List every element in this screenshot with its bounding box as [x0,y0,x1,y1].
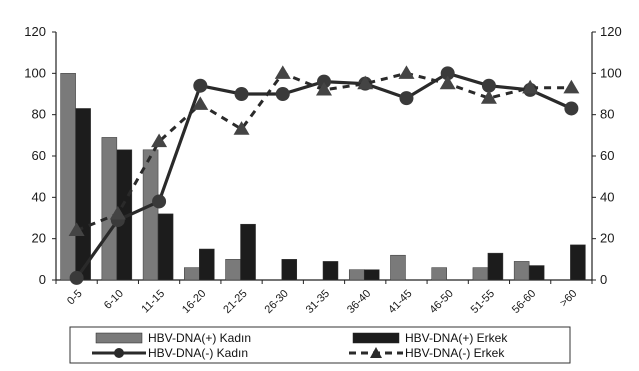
bar-erkek-positive [281,259,298,281]
triangle-marker [398,65,415,79]
bar-erkek-positive [157,213,174,281]
bar-kadin-positive [60,73,76,281]
triangle-marker [316,81,332,96]
circle-marker [69,270,84,285]
bar-kadin-positive [101,137,118,281]
circle-marker [234,87,249,101]
legend-box [69,326,571,364]
x-tick-label: 0-5 [65,288,85,308]
circle-marker [193,78,208,93]
bar-erkek-positive [75,108,91,281]
bar-kadin-positive [225,259,241,281]
circle-marker [481,78,496,93]
y-tick-label-left: 120 [24,24,46,39]
bar-kadin-positive [348,269,365,281]
circle-marker [152,194,167,209]
x-tick-label: 36-40 [345,288,373,316]
legend-swatch-marker [114,348,124,358]
triangle-marker [192,96,209,110]
triangle-marker [439,75,456,90]
circle-marker [275,87,290,101]
y-tick-label-right: 0 [600,272,607,287]
bar-erkek-positive [487,252,504,281]
circle-marker [317,74,331,89]
x-tick-label: 6-10 [102,288,126,312]
x-tick-label: 51-55 [469,288,497,316]
triangle-marker [563,79,580,94]
lines [68,65,580,285]
triangle-marker [109,205,126,220]
triangle-marker [357,75,374,90]
y-tick-label-right: 60 [600,148,614,163]
y-tick-label-left: 20 [32,231,46,246]
x-tick-label: >60 [558,288,580,310]
y-axis-right: 0 20 40 60 80 100 120 [591,24,622,287]
x-tick-label: 21-25 [221,288,249,316]
x-tick-label: 41-45 [386,288,414,316]
y-tick-label-right: 40 [600,189,614,204]
legend-label: HBV-DNA(-) Kadın [148,346,248,360]
legend-label: HBV-DNA(+) Kadın [148,331,251,345]
plot-area [56,32,592,280]
bar-kadin-positive [472,267,489,281]
bar-erkek-positive [570,244,586,281]
legend-label: HBV-DNA(+) Erkek [405,331,508,345]
circle-marker [564,101,579,116]
x-tick-label: 26-30 [263,288,291,316]
bar-erkek-positive [199,248,215,281]
x-tick-label: 16-20 [180,288,208,316]
triangle-marker [522,79,539,94]
y-tick-label-right: 80 [600,107,614,122]
legend-swatch [352,332,400,344]
y-tick-label-left: 100 [24,65,46,80]
triangle-marker [233,121,250,135]
x-tick-label: 46-50 [427,288,455,316]
y-axis-left: 0 20 40 60 80 100 120 [24,24,57,287]
y-tick-label-right: 20 [600,231,614,246]
legend-swatch [95,332,143,344]
x-tick-label: 11-15 [139,288,167,316]
bar-kadin-positive [390,254,406,281]
x-tick-label: 56-60 [510,288,538,316]
y-tick-label-left: 60 [32,148,46,163]
triangle-marker [151,133,168,148]
bar-erkek-positive [363,269,380,281]
bar-erkek-positive [528,265,545,281]
x-axis: 0-5 6-10 11-15 16-20 21-25 26-30 31-35 36-40 41-… [55,279,593,316]
bar-erkek-positive [240,223,256,281]
x-tick-label: 31-35 [304,288,332,316]
circle-marker [399,91,414,106]
legend-label: HBV-DNA(-) Erkek [405,346,505,360]
bar-erkek-positive [322,261,339,281]
bar-kadin-positive [431,267,447,281]
circle-marker [440,66,455,81]
bar-kadin-positive [513,261,530,281]
y-tick-label-right: 100 [600,65,622,80]
legend-swatch-marker [370,347,382,358]
bar-kadin-positive [142,149,159,281]
y-tick-label-right: 120 [600,24,622,39]
triangle-marker [274,65,291,79]
triangle-marker [480,90,497,104]
legend: HBV-DNA(+) Kadın HBV-DNA(+) ErkekHBV-DNA(… [69,326,571,364]
triangle-marker [68,222,85,236]
y-tick-label-left: 0 [39,272,46,287]
y-tick-label-left: 80 [32,107,46,122]
bars [60,73,586,281]
bar-kadin-positive [184,267,200,281]
y-tick-label-left: 40 [32,189,46,204]
